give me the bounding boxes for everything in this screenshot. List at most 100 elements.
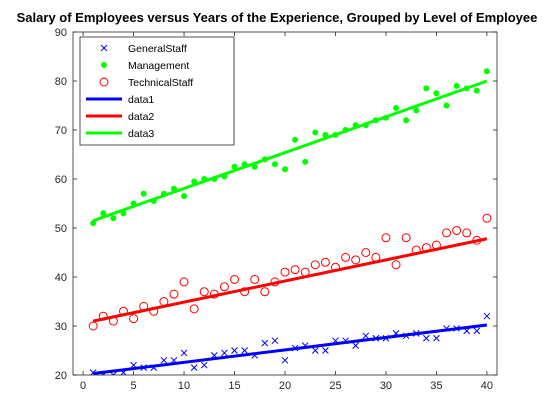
point-TechnicalStaff (320, 257, 330, 267)
x-tick-label: 5 (131, 380, 137, 392)
legend-label: Management (128, 60, 189, 72)
point-TechnicalStaff (462, 228, 472, 238)
point-TechnicalStaff (88, 321, 98, 331)
point-TechnicalStaff (280, 267, 290, 277)
legend-label: TechnicalStaff (128, 77, 193, 89)
point-GeneralStaff (311, 347, 319, 354)
point-GeneralStaff (261, 339, 269, 347)
point-TechnicalStaff (199, 287, 209, 297)
legend-item-data3: data3 (86, 128, 154, 140)
point-GeneralStaff (352, 342, 360, 349)
legend-box (79, 36, 235, 146)
point-GeneralStaff (231, 347, 238, 354)
point-TechnicalStaff (341, 252, 351, 262)
point-Management (312, 129, 319, 136)
point-TechnicalStaff (230, 274, 240, 284)
point-GeneralStaff (180, 349, 188, 357)
fit-line-data1 (93, 323, 488, 375)
point-Management (282, 166, 288, 173)
point-GeneralStaff (271, 337, 279, 345)
y-tick-label: 60 (55, 174, 67, 186)
point-Management (110, 215, 117, 222)
y-tick-label: 40 (55, 272, 67, 284)
point-TechnicalStaff (260, 287, 270, 297)
point-Management (271, 161, 278, 168)
point-TechnicalStaff (482, 213, 492, 223)
x-tick-label: 0 (80, 380, 86, 392)
point-Management (433, 90, 440, 97)
legend-swatch-marker (100, 44, 108, 52)
point-GeneralStaff (200, 361, 208, 369)
point-Management (100, 210, 107, 217)
y-tick-label: 50 (55, 223, 67, 235)
legend: GeneralStaff Management TechnicalStaff data… (79, 36, 235, 146)
axes: 0 5 10 15 20 25 30 35 40 20 30 40 50 60 70 80 90 (55, 27, 498, 392)
point-GeneralStaff (422, 334, 430, 342)
y-tick-label: 80 (55, 76, 67, 88)
point-Management (302, 158, 309, 165)
y-tick-label: 70 (55, 125, 67, 137)
series-data3 (92, 79, 488, 223)
point-Management (413, 107, 420, 114)
series-data2 (92, 237, 488, 323)
legend-item-data2: data2 (86, 111, 154, 123)
point-TechnicalStaff (351, 255, 361, 265)
point-Management (140, 190, 147, 197)
plot-area (88, 68, 492, 375)
point-TechnicalStaff (290, 265, 300, 275)
legend-item-GeneralStaff: GeneralStaff (100, 43, 187, 55)
series-TechnicalStaff (88, 213, 492, 331)
y-tick-label: 20 (55, 370, 67, 382)
series-data1 (93, 323, 488, 375)
point-GeneralStaff (433, 334, 440, 342)
point-TechnicalStaff (361, 248, 371, 257)
point-Management (473, 87, 480, 94)
y-tick-label: 90 (55, 27, 67, 39)
point-TechnicalStaff (189, 304, 199, 314)
legend-swatch-marker (101, 62, 107, 68)
fit-line-data2 (92, 237, 488, 323)
point-TechnicalStaff (381, 233, 391, 243)
x-tick-label: 35 (430, 380, 442, 392)
point-Management (453, 82, 460, 89)
point-GeneralStaff (281, 356, 289, 364)
point-GeneralStaff (190, 364, 198, 372)
point-GeneralStaff (221, 349, 228, 357)
legend-item-data1: data1 (86, 94, 154, 106)
point-TechnicalStaff (219, 282, 229, 292)
point-TechnicalStaff (391, 260, 401, 270)
legend-item-Management: Management (101, 60, 189, 72)
point-Management (443, 102, 450, 109)
point-Management (292, 136, 299, 143)
point-GeneralStaff (110, 371, 117, 375)
point-TechnicalStaff (401, 233, 411, 243)
x-tick-label: 15 (228, 380, 240, 392)
legend-label: data3 (128, 128, 154, 140)
point-TechnicalStaff (129, 314, 139, 324)
series-GeneralStaff (89, 312, 491, 375)
point-TechnicalStaff (442, 228, 452, 238)
point-GeneralStaff (322, 347, 329, 354)
x-tick-label: 40 (481, 380, 493, 392)
point-TechnicalStaff (250, 274, 260, 284)
x-tick-label: 20 (279, 380, 291, 392)
point-Management (423, 85, 430, 92)
point-Management (393, 104, 400, 111)
point-GeneralStaff (362, 332, 370, 340)
point-TechnicalStaff (452, 225, 462, 235)
legend-label: data2 (128, 111, 154, 123)
point-TechnicalStaff (310, 260, 320, 270)
point-GeneralStaff (160, 356, 168, 364)
fit-line-data3 (92, 79, 488, 223)
legend-label: data1 (128, 94, 154, 106)
legend-swatch-marker (99, 77, 109, 87)
point-Management (403, 117, 410, 124)
point-GeneralStaff (241, 347, 248, 354)
x-tick-label: 10 (178, 380, 190, 392)
legend-item-TechnicalStaff: TechnicalStaff (99, 77, 193, 89)
chart-title: Salary of Employees versus Years of the … (17, 10, 538, 25)
point-GeneralStaff (473, 327, 481, 335)
point-Management (181, 193, 188, 200)
